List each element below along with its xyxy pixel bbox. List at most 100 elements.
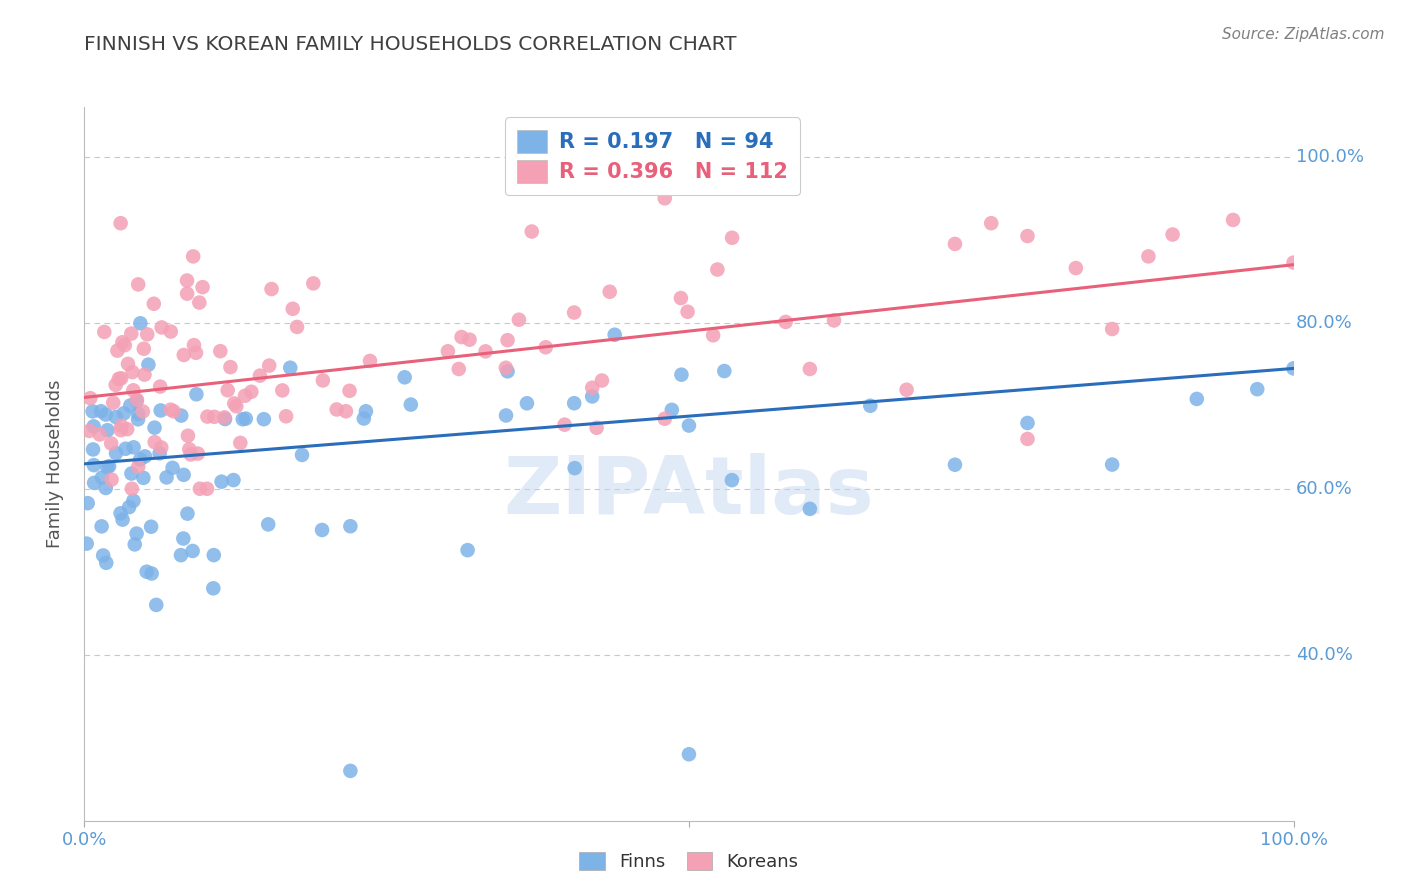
Point <box>139 520 162 534</box>
Point <box>132 471 155 485</box>
Point <box>114 442 136 456</box>
Point <box>142 297 165 311</box>
Point <box>311 523 333 537</box>
Point <box>1282 361 1305 376</box>
Point <box>138 358 160 372</box>
Point <box>1185 392 1208 406</box>
Point <box>76 496 98 510</box>
Point <box>83 475 105 490</box>
Text: 80.0%: 80.0% <box>1296 314 1353 332</box>
Point <box>176 286 198 301</box>
Point <box>150 441 173 455</box>
Point <box>447 362 470 376</box>
Point <box>125 393 148 408</box>
Point <box>120 399 142 413</box>
Point <box>209 344 232 359</box>
Point <box>654 191 676 205</box>
Point <box>120 326 142 341</box>
Point <box>181 544 204 558</box>
Point <box>172 532 194 546</box>
Point <box>149 403 172 417</box>
Point <box>173 467 195 482</box>
Point <box>82 404 104 418</box>
Point <box>134 368 156 382</box>
Point <box>495 409 517 423</box>
Point <box>312 373 335 387</box>
Text: Source: ZipAtlas.com: Source: ZipAtlas.com <box>1222 27 1385 42</box>
Point <box>496 333 519 347</box>
Point <box>110 418 132 433</box>
Point <box>562 396 585 410</box>
Point <box>534 340 557 354</box>
Point <box>184 346 207 360</box>
Point <box>339 764 361 778</box>
Point <box>94 481 117 495</box>
Point <box>516 396 538 410</box>
Point <box>354 404 377 418</box>
Point <box>125 392 148 407</box>
Point <box>603 327 626 342</box>
Point <box>661 402 683 417</box>
Point <box>91 470 114 484</box>
Point <box>121 365 143 379</box>
Point <box>399 398 422 412</box>
Point <box>94 408 117 422</box>
Point <box>1064 261 1087 276</box>
Point <box>554 417 576 432</box>
Point <box>197 409 219 424</box>
Point <box>654 411 676 425</box>
Point <box>278 360 301 375</box>
Point <box>943 236 966 251</box>
Point <box>896 383 918 397</box>
Point <box>520 225 543 239</box>
Point <box>100 436 122 450</box>
Point <box>136 327 159 342</box>
Point <box>170 409 193 423</box>
Point <box>105 446 128 460</box>
Point <box>202 409 225 424</box>
Point <box>706 262 728 277</box>
Point <box>89 427 111 442</box>
Point <box>181 249 204 263</box>
Point <box>132 342 155 356</box>
Point <box>132 404 155 418</box>
Point <box>669 291 692 305</box>
Point <box>145 598 167 612</box>
Point <box>96 556 118 570</box>
Point <box>224 396 246 410</box>
Point <box>1017 416 1039 430</box>
Point <box>222 473 245 487</box>
Point <box>141 566 163 581</box>
Point <box>83 419 105 434</box>
Point <box>195 482 218 496</box>
Point <box>118 500 141 515</box>
Point <box>240 384 263 399</box>
Point <box>134 450 156 464</box>
Point <box>104 378 127 392</box>
Point <box>115 422 138 436</box>
Point <box>104 410 127 425</box>
Point <box>111 513 134 527</box>
Point <box>339 384 361 398</box>
Point <box>90 404 112 418</box>
Point <box>458 333 481 347</box>
Point <box>170 548 193 562</box>
Point <box>143 435 166 450</box>
Point <box>257 359 280 373</box>
Point <box>124 537 146 551</box>
Point <box>799 501 821 516</box>
Text: 60.0%: 60.0% <box>1296 480 1353 498</box>
Point <box>217 384 239 398</box>
Point <box>179 442 201 457</box>
Point <box>394 370 416 384</box>
Legend: R = 0.197   N = 94, R = 0.396   N = 112: R = 0.197 N = 94, R = 0.396 N = 112 <box>505 118 800 195</box>
Point <box>233 389 256 403</box>
Text: 100.0%: 100.0% <box>1296 148 1364 166</box>
Point <box>103 395 125 409</box>
Point <box>1246 382 1268 396</box>
Point <box>176 507 198 521</box>
Point <box>678 747 700 762</box>
Point <box>214 410 236 425</box>
Point <box>229 436 252 450</box>
Point <box>339 519 361 533</box>
